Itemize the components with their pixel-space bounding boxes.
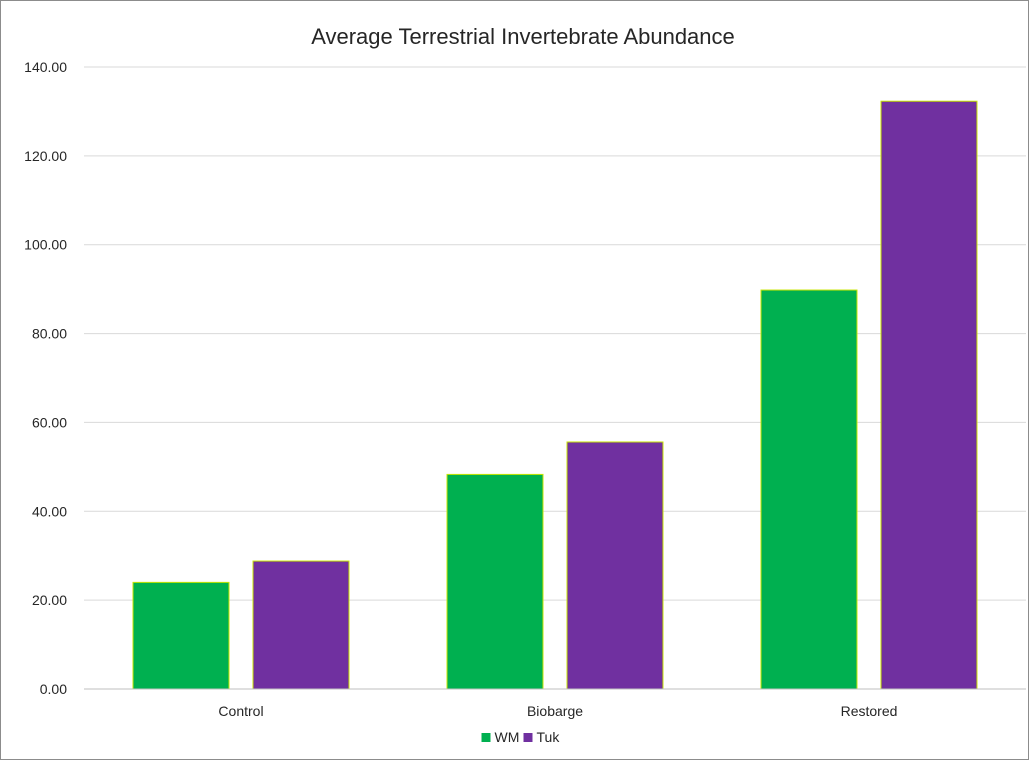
- y-tick-label: 20.00: [32, 592, 67, 608]
- y-tick-label: 60.00: [32, 414, 67, 430]
- y-tick-label: 140.00: [24, 59, 67, 75]
- bar-tuk-restored: [880, 100, 978, 690]
- x-tick-label: Control: [218, 703, 263, 719]
- bar-wm-biobarge: [446, 473, 544, 690]
- x-axis-ticks: Control Biobarge Restored: [218, 703, 897, 719]
- legend-swatch-tuk: [523, 733, 533, 742]
- legend-label-wm: WM: [495, 729, 520, 745]
- bar-wm-control: [132, 581, 230, 690]
- x-tick-label: Biobarge: [527, 703, 583, 719]
- chart-title: Average Terrestrial Invertebrate Abundan…: [311, 24, 735, 49]
- bar-tuk-control: [252, 560, 350, 690]
- bar-tuk-biobarge: [566, 441, 664, 690]
- bar-wm-restored: [760, 289, 858, 690]
- y-tick-label: 40.00: [32, 503, 67, 519]
- bars: [132, 100, 978, 690]
- y-tick-label: 120.00: [24, 148, 67, 164]
- y-tick-label: 100.00: [24, 237, 67, 253]
- legend-label-tuk: Tuk: [537, 729, 561, 745]
- y-tick-label: 80.00: [32, 326, 67, 342]
- y-tick-label: 0.00: [40, 681, 67, 697]
- legend-swatch-wm: [481, 733, 491, 742]
- gridlines: [84, 66, 1026, 601]
- legend: WM Tuk: [481, 729, 561, 745]
- x-tick-label: Restored: [841, 703, 898, 719]
- y-axis-ticks: 0.00 20.00 40.00 60.00 80.00 100.00 120.00 140.…: [24, 59, 67, 697]
